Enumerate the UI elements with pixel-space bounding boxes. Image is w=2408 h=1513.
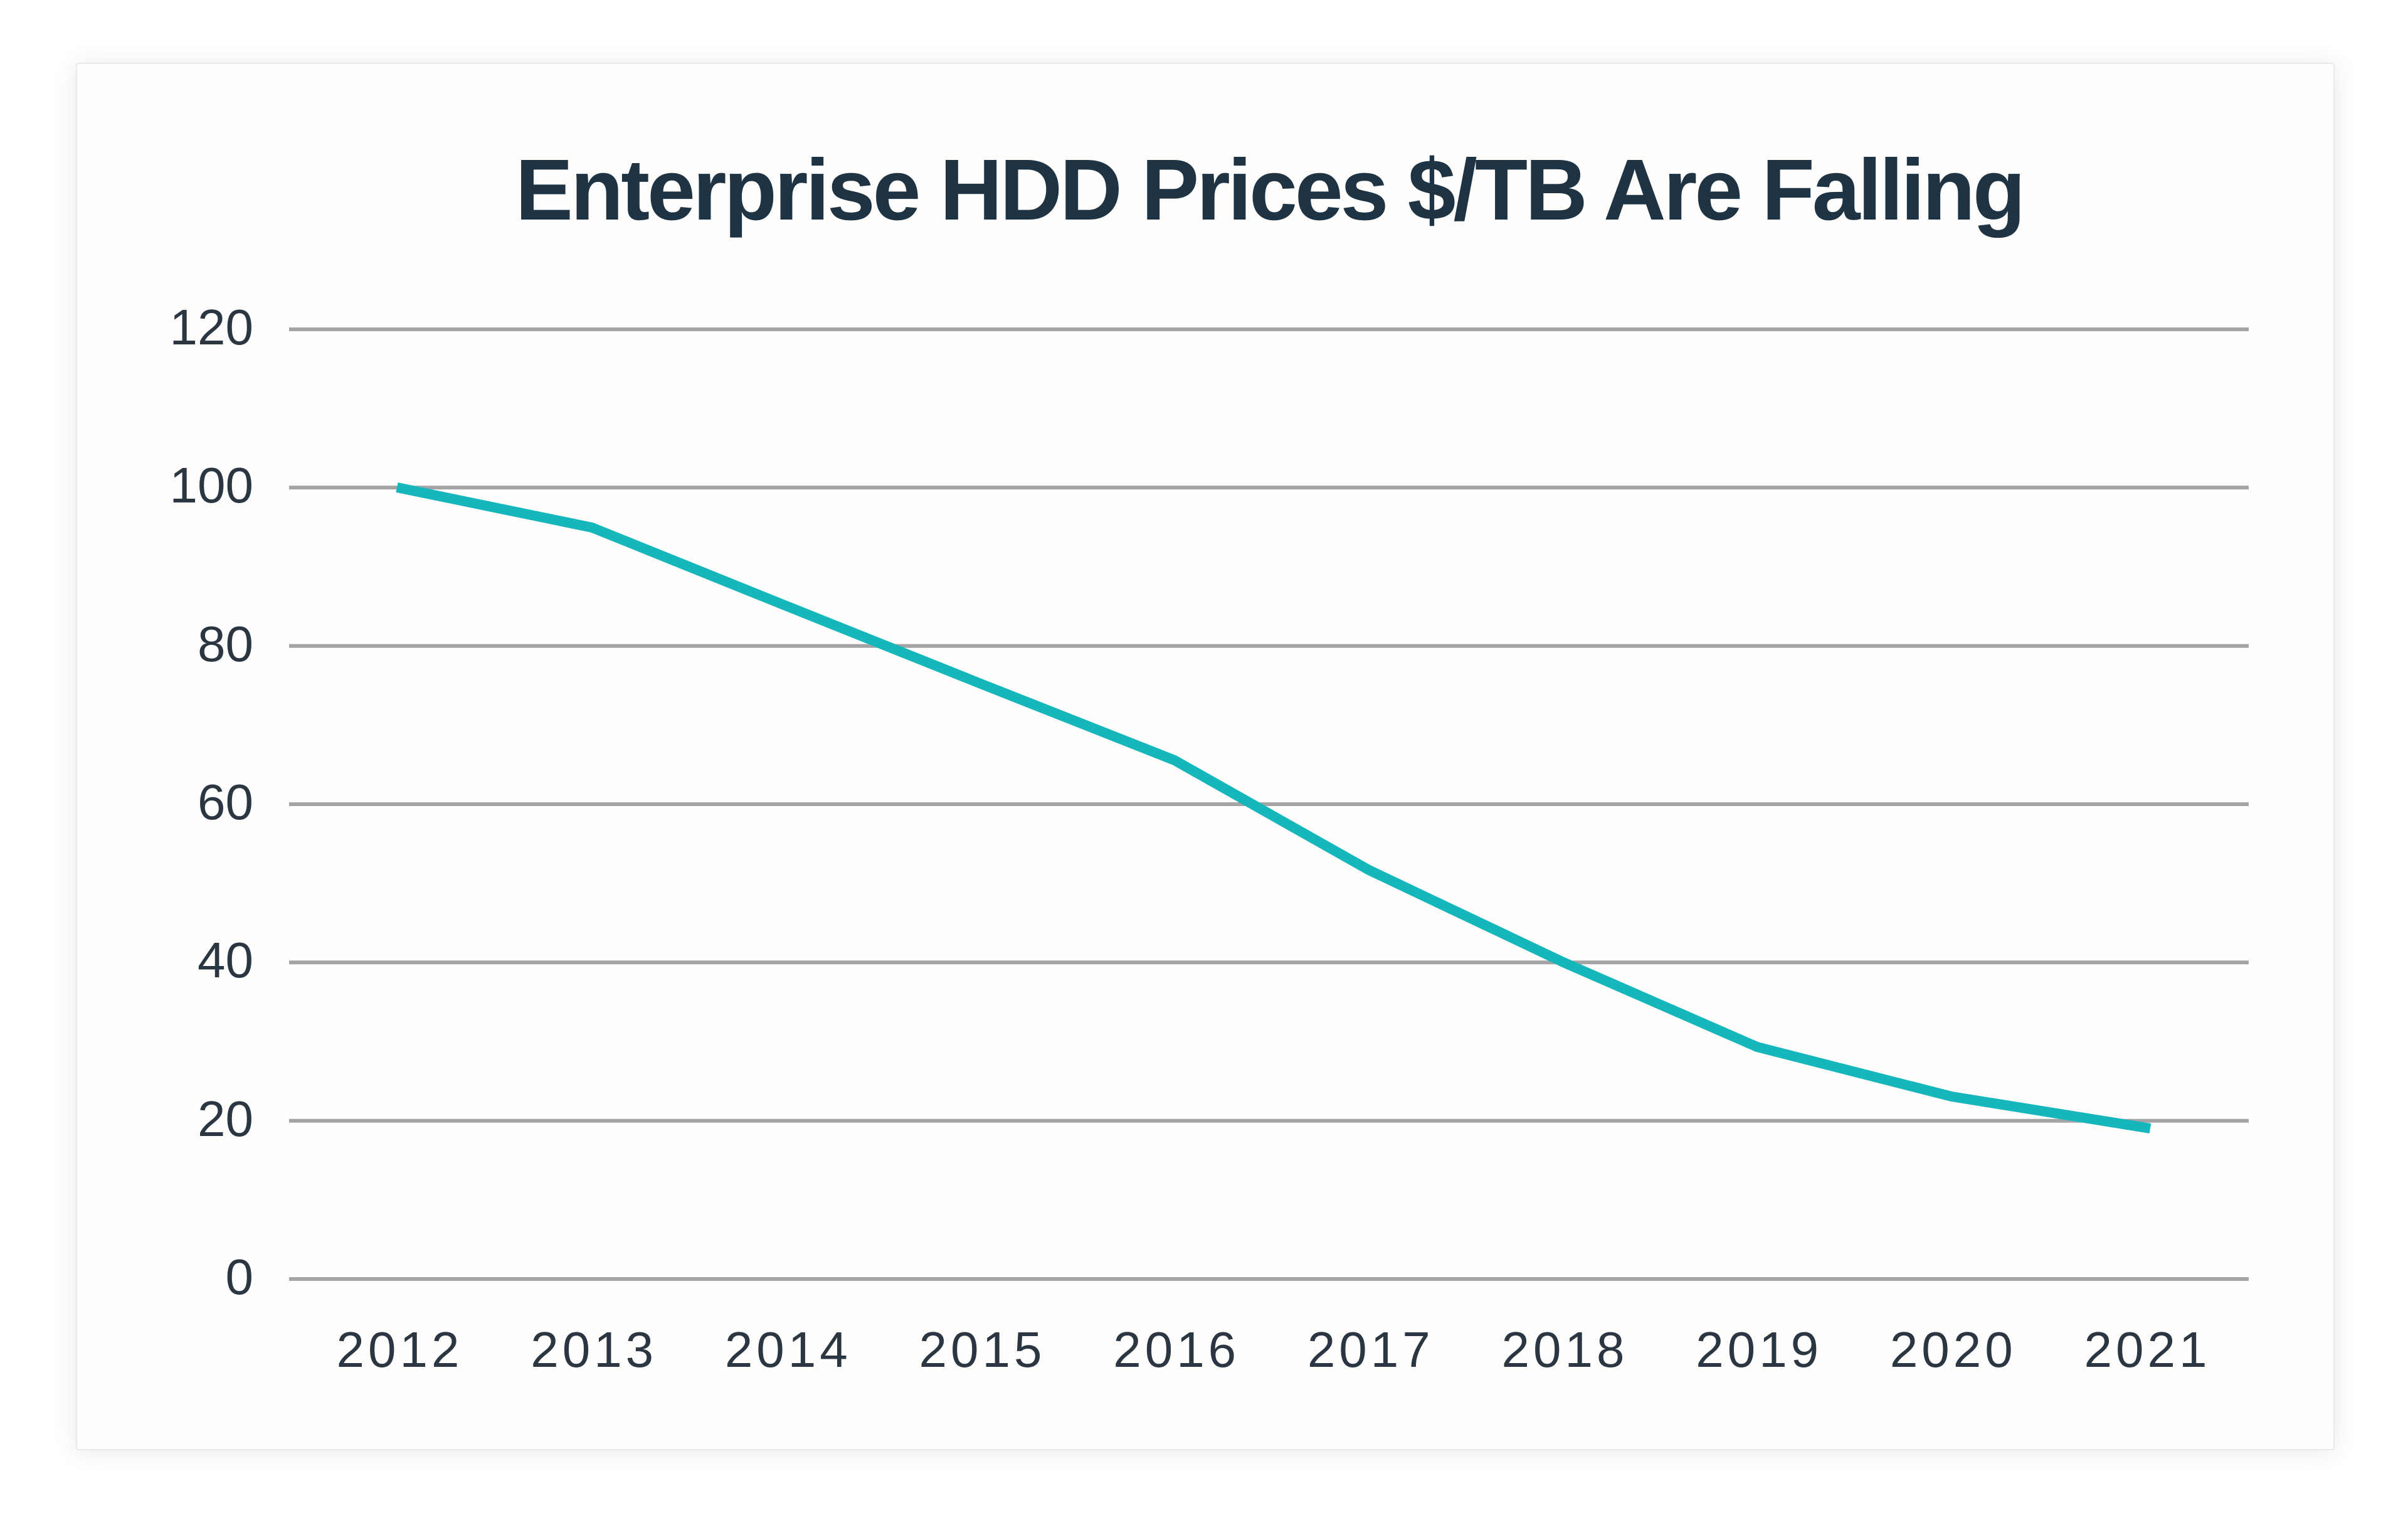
svg-text:2012: 2012 [337,1322,463,1378]
svg-text:Enterprise HDD Prices $/TB Are: Enterprise HDD Prices $/TB Are Falling [515,142,2023,238]
svg-text:0: 0 [226,1249,254,1305]
svg-text:2020: 2020 [1890,1322,2017,1378]
svg-text:2017: 2017 [1307,1322,1434,1378]
svg-text:2018: 2018 [1502,1322,1629,1378]
svg-text:2013: 2013 [531,1322,657,1378]
svg-text:60: 60 [198,774,253,830]
svg-text:2016: 2016 [1113,1322,1240,1378]
svg-text:2019: 2019 [1696,1322,1822,1378]
svg-text:40: 40 [198,932,253,988]
svg-text:100: 100 [170,457,253,513]
svg-text:20: 20 [198,1091,253,1147]
svg-text:2021: 2021 [2084,1322,2211,1378]
svg-text:80: 80 [198,616,253,672]
svg-text:2015: 2015 [919,1322,1046,1378]
svg-text:120: 120 [170,299,253,355]
svg-text:2014: 2014 [725,1322,852,1378]
